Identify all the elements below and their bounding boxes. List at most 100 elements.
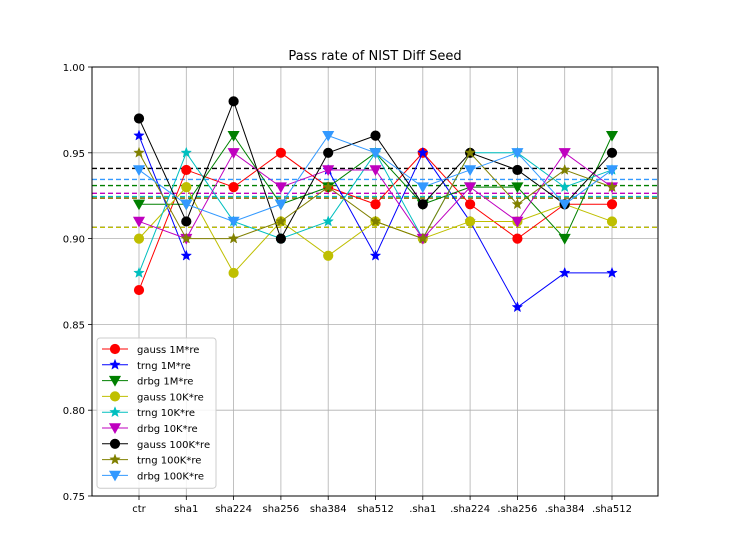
data-point xyxy=(275,233,286,244)
x-tick-label: sha224 xyxy=(215,504,252,515)
data-point xyxy=(369,215,382,227)
legend-label: gauss 10K*re xyxy=(137,392,204,403)
data-point xyxy=(606,181,618,193)
data-point xyxy=(605,165,619,176)
data-point xyxy=(180,249,193,261)
data-point xyxy=(228,182,239,193)
data-point xyxy=(274,199,287,211)
legend: gauss 1M*re trng 1M*re drbg 1M*re gauss 10K… xyxy=(96,337,217,489)
data-point xyxy=(606,147,618,158)
data-point xyxy=(369,249,382,261)
data-point xyxy=(512,233,523,244)
data-point xyxy=(558,163,571,175)
data-point xyxy=(133,266,145,278)
series-drbg-100k-re xyxy=(132,130,619,228)
legend-marker xyxy=(109,343,121,355)
data-point xyxy=(228,267,239,279)
data-point xyxy=(227,232,240,244)
data-point xyxy=(322,130,335,142)
legend-entry: drbg 10K*re xyxy=(102,423,198,435)
x-tick-label: .sha256 xyxy=(497,504,537,515)
data-point xyxy=(370,130,381,141)
data-point xyxy=(416,182,429,194)
data-point xyxy=(606,216,618,227)
legend-entry: trng 10K*re xyxy=(102,406,195,419)
data-point xyxy=(465,216,476,227)
data-point xyxy=(369,165,382,176)
x-tick-label: ctr xyxy=(132,504,146,515)
series-layer xyxy=(132,96,619,313)
x-tick-label: sha512 xyxy=(357,504,394,515)
data-point xyxy=(323,147,334,158)
legend-marker xyxy=(109,391,121,402)
y-tick-label: 0.80 xyxy=(63,406,85,417)
data-point xyxy=(464,182,477,194)
x-tick-label: .sha384 xyxy=(545,504,585,515)
data-point xyxy=(132,165,146,176)
data-point xyxy=(416,232,429,244)
y-tick-label: 0.95 xyxy=(63,149,85,160)
data-point xyxy=(511,148,524,159)
data-point xyxy=(227,148,240,159)
axes: 0.75 0.80 0.85 0.90 0.95 1.00 ctr sha1 sha224 sha… xyxy=(63,63,632,515)
data-point xyxy=(416,146,429,158)
data-point xyxy=(181,164,192,176)
data-point xyxy=(558,233,571,245)
data-point xyxy=(606,266,618,278)
data-point xyxy=(180,232,193,244)
legend-entry: trng 1M*re xyxy=(102,358,191,372)
legend-label: trng 10K*re xyxy=(137,408,195,419)
legend-marker xyxy=(108,423,122,435)
data-point xyxy=(275,215,287,227)
legend-entry: drbg 1M*re xyxy=(102,375,193,388)
data-point xyxy=(417,199,428,210)
x-tick-label: sha384 xyxy=(310,504,347,515)
data-point xyxy=(181,216,192,227)
data-point xyxy=(605,130,619,142)
data-point xyxy=(323,250,334,261)
data-point xyxy=(558,199,571,211)
data-point xyxy=(370,199,381,210)
data-point xyxy=(133,284,145,296)
data-point xyxy=(133,113,145,124)
legend-label: trng 1M*re xyxy=(137,361,191,372)
data-point xyxy=(228,96,239,107)
legend-marker xyxy=(109,438,121,449)
data-point xyxy=(606,199,618,210)
legend-marker xyxy=(109,453,121,465)
legend-label: gauss 1M*re xyxy=(137,345,199,356)
legend-marker xyxy=(108,470,122,482)
data-point xyxy=(511,198,524,210)
legend-marker xyxy=(109,358,121,370)
data-point xyxy=(558,266,571,278)
data-point xyxy=(133,146,145,158)
data-point xyxy=(464,146,476,158)
y-tick-label: 0.85 xyxy=(63,320,85,331)
x-tick-label: .sha1 xyxy=(409,504,436,515)
series-trng-100k-re xyxy=(133,146,618,244)
data-point xyxy=(133,233,145,244)
data-point xyxy=(275,147,286,158)
y-tick-label: 0.90 xyxy=(63,235,85,246)
data-point xyxy=(180,199,193,211)
legend-label: trng 100K*re xyxy=(137,456,201,467)
data-point xyxy=(180,146,193,158)
data-point xyxy=(511,301,524,313)
data-point xyxy=(369,148,382,159)
x-tick-label: .sha224 xyxy=(450,504,490,515)
data-point xyxy=(227,216,240,228)
legend-entry: gauss 1M*re xyxy=(102,343,199,356)
data-point xyxy=(274,182,287,194)
data-point xyxy=(558,148,571,159)
x-tick-label: sha1 xyxy=(174,504,198,515)
legend-entry: gauss 10K*re xyxy=(102,391,204,403)
legend-marker xyxy=(108,375,122,387)
data-point xyxy=(322,181,335,193)
data-point xyxy=(227,130,240,142)
legend-box xyxy=(96,337,217,489)
chart-title: Pass rate of NIST Diff Seed xyxy=(288,49,461,64)
data-point xyxy=(511,182,524,194)
data-point xyxy=(133,129,145,141)
legend-label: gauss 100K*re xyxy=(137,440,210,451)
data-point xyxy=(132,216,146,228)
